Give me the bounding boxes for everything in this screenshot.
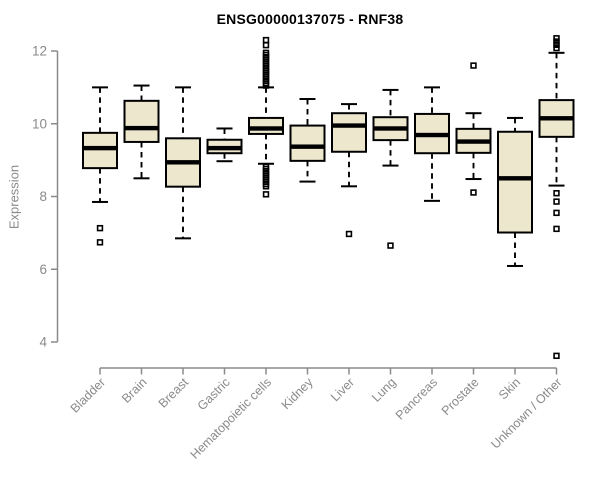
box: [289, 124, 326, 162]
x-category-label: Lung: [369, 375, 399, 405]
outlier-point: [553, 41, 560, 49]
outlier-point: [553, 190, 560, 197]
outlier-point: [262, 82, 270, 89]
outlier-point: [470, 62, 477, 69]
outlier-point: [553, 35, 560, 42]
median-line: [166, 160, 200, 165]
outlier-point: [553, 44, 560, 52]
outlier-point: [345, 230, 353, 238]
y-tick-label: 4: [39, 335, 47, 350]
x-category-label: Hematopoietic cells: [188, 375, 275, 462]
box: [82, 131, 118, 170]
x-category-label: Gastric: [195, 375, 233, 413]
outlier-point: [553, 352, 560, 360]
median-line: [332, 123, 366, 128]
outlier-point: [96, 239, 104, 246]
median-line: [124, 125, 159, 131]
median-line: [249, 126, 283, 131]
y-tick-label: 8: [39, 189, 47, 204]
outlier-point: [553, 198, 560, 205]
median-line: [498, 176, 532, 181]
x-category-label: Pancreas: [393, 375, 440, 422]
median-line: [539, 116, 574, 121]
x-category-label: Bladder: [68, 375, 108, 415]
median-line: [456, 139, 491, 144]
outlier-point: [553, 38, 560, 45]
median-line: [207, 145, 242, 151]
x-category-label: Prostate: [439, 375, 482, 418]
outlier-point: [553, 209, 560, 217]
outlier-point: [262, 191, 270, 198]
outlier-point: [387, 242, 394, 249]
outlier-point: [262, 41, 270, 49]
outlier-point: [262, 183, 270, 190]
median-line: [83, 145, 117, 151]
x-category-label: Unknown / Other: [488, 375, 564, 451]
x-category-label: Brain: [119, 375, 150, 406]
y-tick-label: 12: [32, 44, 47, 59]
y-tick-label: 6: [39, 262, 47, 277]
x-category-label: Skin: [496, 375, 523, 402]
median-line: [415, 132, 449, 138]
median-line: [290, 144, 325, 149]
x-category-label: Liver: [328, 375, 357, 404]
outlier-point: [553, 225, 560, 233]
box: [497, 130, 533, 234]
median-line: [373, 126, 408, 131]
outlier-point: [262, 36, 270, 44]
box: [248, 116, 284, 135]
x-category-label: Breast: [156, 375, 192, 411]
box: [331, 112, 367, 153]
outlier-point: [470, 189, 477, 196]
box: [123, 99, 160, 143]
chart-title: ENSG00000137075 - RNF38: [216, 11, 404, 27]
outlier-point: [96, 224, 104, 232]
x-category-label: Kidney: [279, 375, 316, 412]
y-tick-label: 10: [32, 116, 47, 131]
